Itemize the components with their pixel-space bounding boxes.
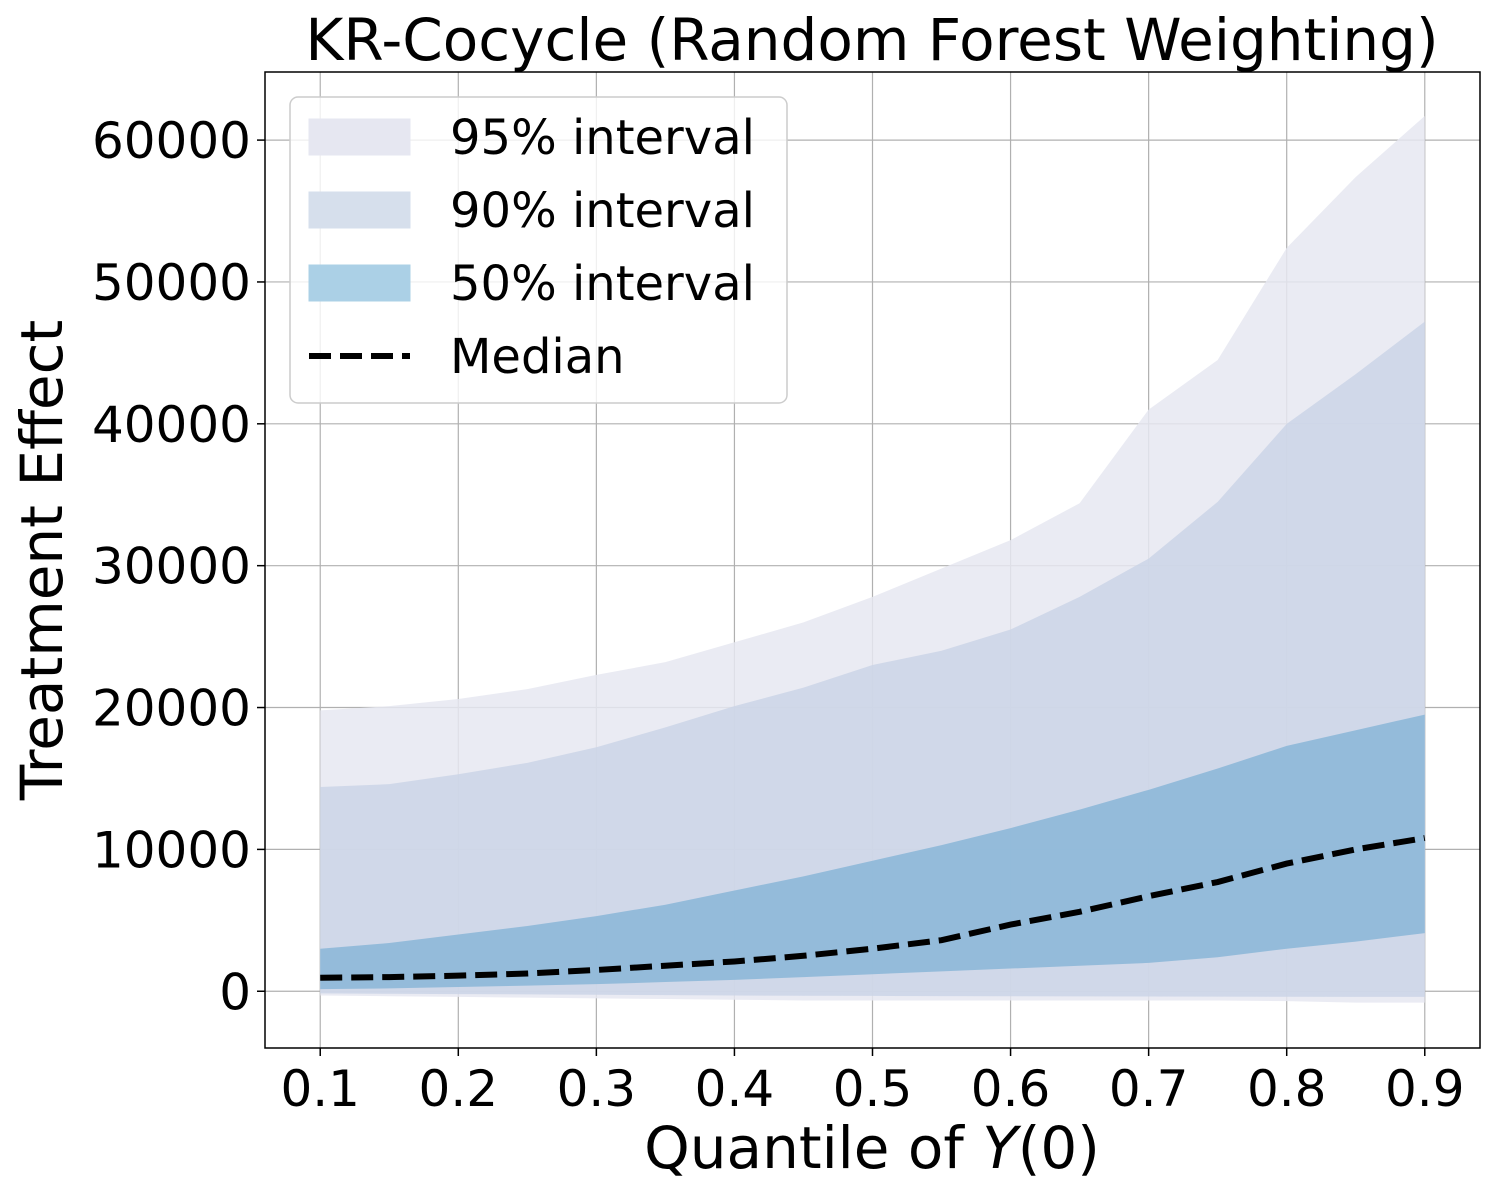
y-tick-label: 60000 <box>92 112 251 170</box>
x-tick-label: 0.8 <box>1247 1060 1327 1118</box>
y-axis-ticks: 0 10000 20000 30000 40000 50000 60000 <box>92 112 265 1021</box>
x-tick-label: 0.4 <box>695 1060 775 1118</box>
legend-label: Median <box>450 329 625 385</box>
y-axis-label: Treatment Effect <box>8 320 76 801</box>
x-axis-ticks: 0.1 0.2 0.3 0.4 0.5 0.6 0.7 0.8 0.9 <box>280 1048 1465 1118</box>
legend-label: 95% interval <box>450 110 755 166</box>
x-tick-label: 0.7 <box>1109 1060 1189 1118</box>
legend-swatch <box>308 191 411 229</box>
y-tick-label: 40000 <box>92 396 251 454</box>
legend: 95% interval 90% interval 50% interval Medi… <box>289 96 788 404</box>
x-tick-label: 0.1 <box>280 1060 360 1118</box>
x-tick-label: 0.9 <box>1385 1060 1465 1118</box>
x-axis-label: Quantile of Y(0) <box>644 1114 1100 1182</box>
legend-box <box>289 96 788 404</box>
legend-swatch <box>308 264 411 302</box>
legend-label: 90% interval <box>450 183 755 239</box>
y-tick-label: 20000 <box>92 680 251 738</box>
y-tick-label: 0 <box>219 963 251 1021</box>
x-tick-label: 0.3 <box>557 1060 637 1118</box>
x-tick-label: 0.2 <box>419 1060 499 1118</box>
chart-title: KR-Cocycle (Random Forest Weighting) <box>305 6 1438 74</box>
band-50-interval <box>320 714 1425 990</box>
x-tick-label: 0.6 <box>971 1060 1051 1118</box>
y-tick-label: 30000 <box>92 538 251 596</box>
x-tick-label: 0.5 <box>833 1060 913 1118</box>
y-tick-label: 10000 <box>92 821 251 879</box>
legend-swatch <box>308 118 411 156</box>
y-tick-label: 50000 <box>92 254 251 312</box>
interval-bands <box>320 115 1425 1003</box>
legend-label: 50% interval <box>450 256 755 312</box>
